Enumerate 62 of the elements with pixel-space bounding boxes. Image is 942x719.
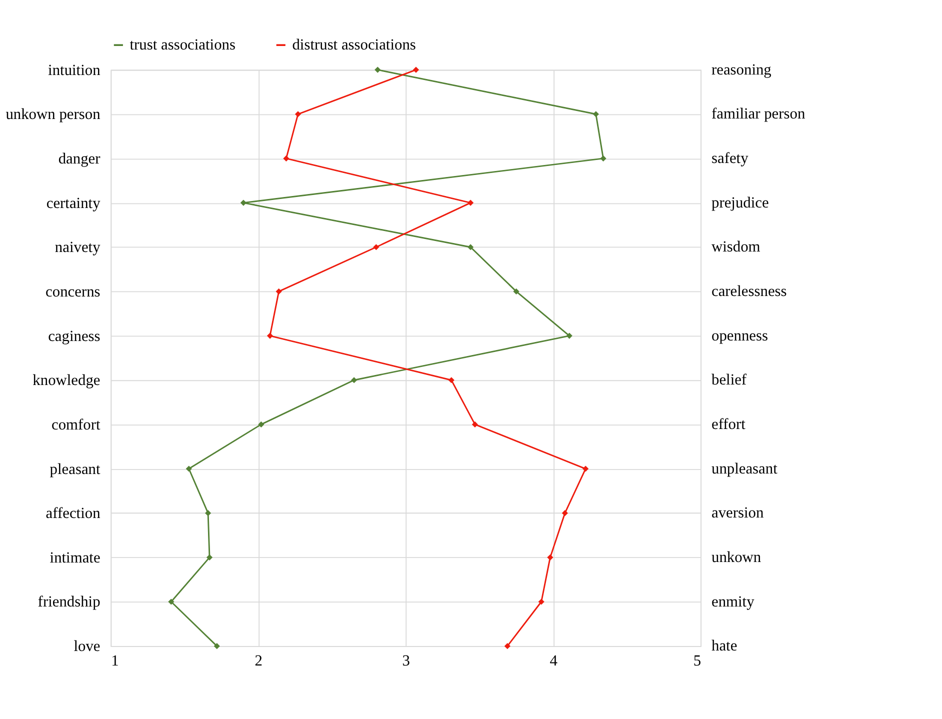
y2-tick-label: carelessness [711, 282, 787, 300]
y2-tick-label: unpleasant [711, 460, 778, 478]
y-tick-label: caginess [48, 328, 100, 345]
y2-tick-label: effort [711, 416, 746, 433]
point [283, 155, 290, 162]
point [373, 244, 380, 250]
point [600, 155, 606, 162]
y2-tick-label: unkown [711, 548, 762, 566]
y-tick-label: intimate [50, 549, 100, 566]
x-tick-label: 1 [111, 652, 119, 670]
point [266, 332, 274, 339]
y-tick-label: pleasant [50, 460, 101, 478]
point [547, 554, 554, 560]
point [566, 332, 572, 339]
y-tick-label: certainty [46, 194, 101, 212]
point [448, 377, 454, 384]
y2-tick-label: wisdom [711, 238, 760, 256]
y2-tick-label: familiar person [711, 106, 806, 123]
point [538, 598, 544, 605]
point [276, 288, 282, 294]
point [214, 643, 220, 650]
x-tick-label: 5 [693, 652, 702, 670]
y-tick-label: intuition [48, 62, 101, 79]
y-tick-label: unkown person [6, 106, 101, 124]
y2-tick-label: hate [711, 638, 738, 655]
y-tick-label: love [74, 638, 100, 656]
y2-tick-label: openness [711, 327, 768, 344]
point [582, 466, 589, 472]
point [186, 466, 192, 472]
y2-tick-label: safety [711, 150, 749, 168]
point [504, 643, 510, 650]
point [468, 200, 474, 206]
point [206, 554, 213, 560]
y-tick-label: danger [58, 150, 100, 168]
point [513, 288, 520, 294]
point [562, 510, 568, 516]
x-tick-label: 4 [550, 652, 558, 670]
point [592, 111, 599, 118]
legend-label: distrust associations [292, 36, 416, 54]
point [374, 66, 381, 73]
x-tick-label: 2 [254, 652, 262, 670]
y-tick-label: concerns [46, 283, 100, 300]
legend-label: trust associations [130, 36, 236, 54]
point [468, 244, 474, 250]
x-tick-label: 3 [402, 652, 410, 670]
y-tick-label: knowledge [32, 372, 100, 390]
y-tick-label: friendship [38, 594, 101, 611]
y2-tick-label: reasoning [711, 61, 772, 78]
y2-tick-label: aversion [711, 504, 764, 522]
point [168, 598, 174, 605]
y-tick-label: comfort [52, 416, 101, 434]
point [258, 421, 264, 428]
point [240, 200, 246, 206]
y-tick-label: naivety [54, 239, 101, 256]
y2-tick-label: belief [711, 372, 748, 389]
point [412, 66, 420, 73]
y-tick-label: affection [46, 505, 101, 522]
point [351, 377, 358, 384]
y2-tick-label: prejudice [711, 194, 769, 212]
y2-tick-label: enmity [711, 593, 755, 610]
point [472, 421, 478, 428]
point [294, 111, 302, 118]
